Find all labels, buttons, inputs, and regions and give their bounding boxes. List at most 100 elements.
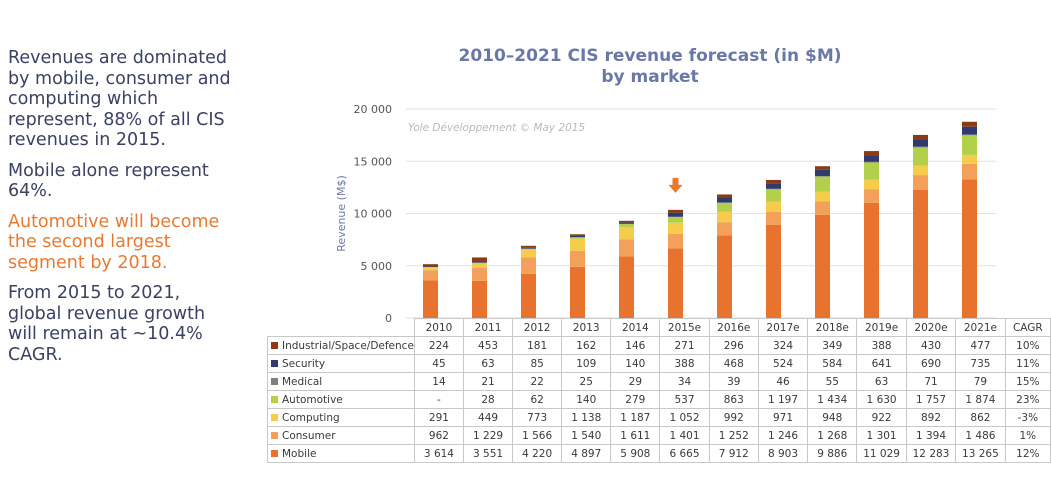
data-label: 7 912	[708, 444, 759, 463]
bar-segment-computing	[423, 267, 438, 271]
data-label: 1 757	[905, 390, 957, 409]
bar-segment-security	[815, 169, 830, 176]
data-label: 1 486	[955, 426, 1006, 445]
bar-segment-medical	[864, 161, 879, 163]
bar-segment-consumer	[717, 222, 732, 236]
bar-segment-automotive	[570, 237, 585, 239]
data-label: 140	[561, 390, 612, 409]
commentary-mobile-share: Mobile alone represent 64%.	[8, 160, 209, 202]
data-label: 1 268	[807, 426, 858, 445]
bar-segment-mobile	[619, 256, 634, 318]
x-tick-label: 2013	[561, 318, 612, 337]
table-corner	[268, 319, 415, 337]
bar-segment-industrial-space-defence	[521, 245, 536, 248]
data-label: 892	[905, 408, 957, 427]
legend-swatch	[271, 396, 278, 403]
x-tick-label: 2019e	[856, 318, 907, 337]
bar-segment-security	[864, 155, 879, 162]
data-label: 162	[561, 336, 612, 355]
bar-segment-automotive	[864, 162, 879, 180]
legend-swatch	[271, 432, 278, 439]
bar-segment-security	[717, 197, 732, 203]
data-label: 1 566	[512, 426, 563, 445]
y-tick-label: 20 000	[354, 103, 393, 116]
data-label: 34	[659, 372, 710, 391]
data-label: 1 252	[708, 426, 759, 445]
data-label: 1 301	[856, 426, 907, 445]
legend-label: Computing	[282, 411, 340, 424]
bar-segment-consumer	[864, 189, 879, 203]
legend-entry: Automotive	[267, 390, 415, 409]
legend-label: Consumer	[282, 429, 336, 442]
bar-segment-industrial-space-defence	[766, 179, 781, 184]
y-tick-label: 5 000	[361, 260, 393, 273]
table-row: Automotive -28 62 140 279 537 863 1 197 1 434 1 6…	[267, 390, 1051, 409]
bar-segment-automotive	[766, 189, 781, 202]
bar-segment-automotive	[913, 147, 928, 166]
data-label: 140	[610, 354, 661, 373]
chart-title: 2010–2021 CIS revenue forecast (in $M) b…	[330, 46, 970, 88]
bar-segment-mobile	[864, 202, 879, 318]
bar-segment-medical	[815, 175, 830, 177]
commentary-automotive: Automotive will become the second larges…	[8, 211, 220, 273]
data-label: 1 630	[856, 390, 907, 409]
data-label: 85	[512, 354, 563, 373]
data-label: 584	[807, 354, 858, 373]
bar-segment-security	[766, 183, 781, 189]
cagr-value: 1%	[1004, 426, 1051, 445]
data-label: 109	[561, 354, 612, 373]
table-row: Industrial/Space/Defence 224 453 181 162 146 2…	[267, 336, 1051, 355]
bar-segment-consumer	[472, 268, 487, 281]
bar-segment-mobile	[717, 235, 732, 318]
data-label: 1 138	[561, 408, 612, 427]
x-tick-label: 2018e	[807, 318, 858, 337]
data-label: 28	[462, 390, 514, 409]
x-tick-label: 2015e	[659, 318, 710, 337]
bar-segment-mobile	[962, 179, 977, 318]
bar-segment-industrial-space-defence	[668, 209, 683, 213]
data-label: 146	[610, 336, 661, 355]
data-label: 4 897	[561, 444, 612, 463]
data-label: 922	[856, 408, 907, 427]
cagr-value: 15%	[1004, 372, 1051, 391]
bar-segment-computing	[570, 238, 585, 251]
data-label: 63	[856, 372, 907, 391]
bar-segment-computing	[815, 191, 830, 202]
bar-segment-industrial-space-defence	[913, 134, 928, 140]
data-label: 5 908	[610, 444, 661, 463]
bar-segment-consumer	[766, 211, 781, 225]
legend-entry: Security	[267, 354, 415, 373]
y-axis-label: Revenue (M$)	[335, 175, 348, 251]
data-label: 1 394	[905, 426, 957, 445]
bar-segment-industrial-space-defence	[472, 257, 487, 263]
data-label: 388	[856, 336, 907, 355]
legend-label: Mobile	[282, 447, 317, 460]
data-label: 13 265	[955, 444, 1006, 463]
legend-label: Industrial/Space/Defence	[282, 339, 414, 352]
data-label: 279	[610, 390, 661, 409]
y-tick-label: 10 000	[354, 208, 393, 221]
x-tick-label: 2012	[512, 318, 563, 337]
bar-segment-automotive	[962, 135, 977, 155]
bar-segment-computing	[717, 211, 732, 223]
data-label: 1 611	[610, 426, 661, 445]
legend-entry: Consumer	[267, 426, 415, 445]
data-label: 79	[955, 372, 1006, 391]
bar-segment-automotive	[717, 202, 732, 212]
bar-segment-consumer	[668, 233, 683, 249]
bar-segment-automotive	[521, 248, 536, 250]
bar-segment-consumer	[423, 270, 438, 281]
bar-segment-industrial-space-defence	[423, 264, 438, 267]
bar-segment-mobile	[472, 280, 487, 318]
bar-segment-mobile	[913, 189, 928, 318]
data-label: 468	[708, 354, 759, 373]
x-tick-label: 2020e	[905, 318, 957, 337]
data-label: 453	[462, 336, 514, 355]
legend-swatch	[271, 450, 278, 457]
bar-segment-industrial-space-defence	[717, 194, 732, 198]
data-label: 224	[413, 336, 465, 355]
data-label: 641	[856, 354, 907, 373]
cagr-value: 12%	[1004, 444, 1051, 463]
data-label: 962	[413, 426, 465, 445]
data-label: 25	[561, 372, 612, 391]
